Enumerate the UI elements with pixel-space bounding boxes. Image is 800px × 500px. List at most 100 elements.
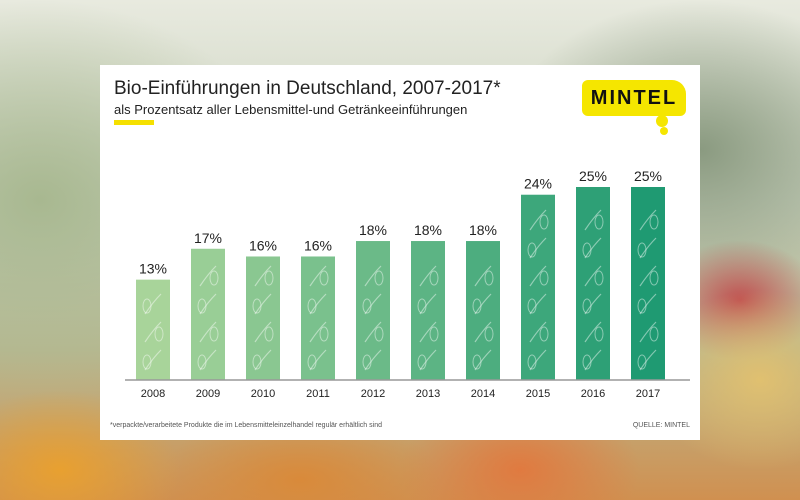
leaf-pattern: [529, 321, 547, 343]
bar-2017: [631, 187, 665, 380]
leaf-pattern: [144, 321, 162, 343]
leaf-pattern: [209, 270, 219, 286]
leaf-pattern: [254, 349, 272, 371]
data-label: 25%: [634, 168, 662, 184]
leaf-pattern: [594, 326, 604, 342]
chart-title: Bio-Einführungen in Deutschland, 2007-20…: [114, 78, 501, 99]
leaf-pattern: [417, 354, 427, 370]
leaf-pattern: [319, 326, 329, 342]
leaf-pattern: [254, 293, 272, 315]
leaf-pattern: [582, 354, 592, 370]
leaf-pattern: [142, 354, 152, 370]
leaf-pattern: [582, 242, 592, 258]
chart-subtitle: als Prozentsatz aller Lebensmittel-und G…: [114, 102, 468, 117]
data-label: 16%: [249, 237, 277, 253]
mintel-logo: MINTEL: [582, 80, 686, 116]
leaf-pattern: [199, 349, 217, 371]
bar-2009: [191, 248, 225, 380]
leaf-pattern: [429, 326, 439, 342]
leaf-pattern: [529, 349, 547, 371]
leaf-pattern: [539, 214, 549, 230]
leaf-pattern: [309, 293, 327, 315]
leaf-pattern: [594, 214, 604, 230]
leaf-pattern: [252, 354, 262, 370]
leaf-pattern: [584, 349, 602, 371]
leaf-pattern: [307, 354, 317, 370]
leaf-pattern: [254, 321, 272, 343]
leaf-pattern: [539, 326, 549, 342]
leaf-pattern: [639, 209, 657, 231]
x-tick-label: 2009: [196, 388, 220, 400]
x-tick-label: 2017: [636, 388, 660, 400]
leaf-pattern: [364, 349, 382, 371]
leaf-pattern: [144, 349, 162, 371]
leaf-pattern: [264, 270, 274, 286]
leaf-pattern: [362, 354, 372, 370]
leaf-pattern: [419, 321, 437, 343]
logo-bubble-dot: [656, 115, 668, 127]
leaf-pattern: [637, 354, 647, 370]
leaf-pattern: [472, 298, 482, 314]
data-label: 17%: [194, 230, 222, 246]
accent-underline: [114, 120, 154, 125]
leaf-pattern: [474, 321, 492, 343]
leaf-pattern: [154, 326, 164, 342]
bar-2016: [576, 187, 610, 380]
leaf-pattern: [584, 237, 602, 259]
x-tick-label: 2012: [361, 388, 385, 400]
leaf-pattern: [539, 270, 549, 286]
chart-card: Bio-Einführungen in Deutschland, 2007-20…: [100, 65, 700, 440]
leaf-pattern: [527, 242, 537, 258]
leaf-pattern: [649, 326, 659, 342]
leaf-pattern: [637, 242, 647, 258]
source-label: QUELLE: MINTEL: [632, 422, 690, 429]
leaf-pattern: [527, 354, 537, 370]
leaf-pattern: [584, 265, 602, 287]
leaf-pattern: [639, 293, 657, 315]
x-tick-label: 2011: [306, 388, 330, 400]
x-tick-label: 2015: [526, 388, 550, 400]
leaf-pattern: [594, 270, 604, 286]
x-tick-label: 2014: [471, 388, 495, 400]
bar-2008: [136, 279, 170, 380]
leaf-pattern: [474, 349, 492, 371]
leaf-pattern: [374, 270, 384, 286]
leaf-pattern: [649, 270, 659, 286]
bar-2011: [301, 256, 335, 380]
leaf-pattern: [199, 293, 217, 315]
leaf-pattern: [637, 298, 647, 314]
leaf-pattern: [364, 265, 382, 287]
leaf-pattern: [474, 293, 492, 315]
leaf-pattern: [142, 298, 152, 314]
data-label: 25%: [579, 168, 607, 184]
leaf-pattern: [529, 265, 547, 287]
leaf-pattern: [417, 298, 427, 314]
leaf-pattern: [307, 298, 317, 314]
bar-2013: [411, 241, 445, 380]
leaf-pattern: [529, 209, 547, 231]
bar-2014: [466, 241, 500, 380]
leaf-pattern: [319, 270, 329, 286]
leaf-pattern: [252, 298, 262, 314]
data-label: 13%: [139, 261, 167, 277]
leaf-pattern: [649, 214, 659, 230]
leaf-pattern: [419, 349, 437, 371]
leaf-pattern: [144, 293, 162, 315]
data-label: 18%: [359, 222, 387, 238]
leaf-pattern: [582, 298, 592, 314]
x-tick-label: 2013: [416, 388, 440, 400]
leaf-pattern: [419, 293, 437, 315]
leaf-pattern: [364, 293, 382, 315]
leaf-pattern: [199, 265, 217, 287]
leaf-pattern: [264, 326, 274, 342]
leaf-pattern: [374, 326, 384, 342]
x-tick-label: 2008: [141, 388, 165, 400]
leaf-pattern: [474, 265, 492, 287]
leaf-pattern: [419, 265, 437, 287]
leaf-pattern: [197, 298, 207, 314]
data-label: 16%: [304, 237, 332, 253]
leaf-pattern: [529, 237, 547, 259]
bar-2012: [356, 241, 390, 380]
leaf-pattern: [484, 270, 494, 286]
bar-chart: 13% 2008 17% 2009 16% 2010 16% 2011 18% 2012 18% 20…: [125, 168, 690, 400]
